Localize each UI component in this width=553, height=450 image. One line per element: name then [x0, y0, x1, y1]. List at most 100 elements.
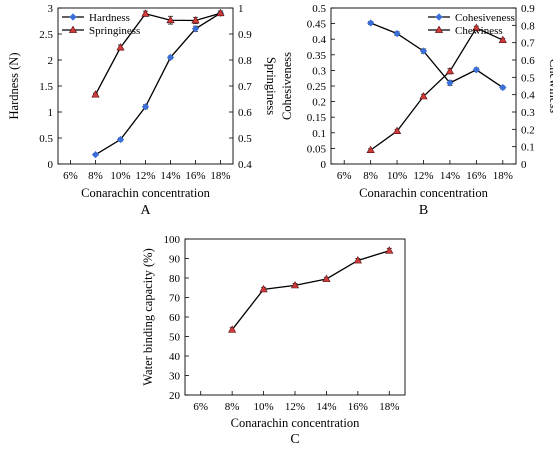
y-left-tick-label: 40	[169, 351, 181, 363]
data-point	[259, 284, 268, 293]
y-left-axis-label: Cohesiveness	[280, 52, 294, 120]
y-right-tick-label: 0.9	[238, 29, 252, 41]
plot-frame	[184, 238, 406, 396]
y-left-tick-label: 0.5	[312, 3, 326, 15]
y-left-tick-label: 0.5	[39, 133, 53, 145]
y-left-tick-label: 0.45	[307, 19, 327, 31]
data-point	[392, 126, 402, 134]
series-line	[231, 250, 390, 331]
legend-marker	[69, 13, 77, 21]
x-axis-label: Conarachin concentration	[231, 416, 361, 430]
x-tick-label: 10%	[110, 170, 130, 182]
panel-label: A	[140, 203, 151, 218]
x-tick-label: 16%	[348, 401, 368, 413]
chart-panel-a: 6% 8% 10% 12% 14% 16% 18% 0 0.5 1 1.5 2 2.5 3 Hardness…	[7, 3, 278, 218]
x-tick-label: 14%	[440, 170, 460, 182]
data-point	[393, 29, 401, 38]
y-right-tick-label: 0.8	[521, 20, 535, 32]
series-cohesiveness	[367, 19, 507, 92]
y-left-tick-label: 0.15	[307, 112, 327, 124]
series-wbc	[228, 246, 394, 333]
data-point	[166, 15, 175, 24]
y-left-tick-label: 0.4	[312, 34, 326, 46]
legend-marker	[434, 25, 444, 33]
y-left-axis-label: Water binding capacity (%)	[141, 248, 155, 385]
y-right-tick-label: 0	[521, 159, 527, 171]
y-right-tick-label: 0.6	[238, 107, 252, 119]
y-left-tick-label: 0.05	[307, 143, 327, 155]
y-left-tick-label: 2.5	[39, 29, 53, 41]
y-right-tick-label: 1	[238, 3, 244, 15]
y-left-tick-label: 20	[169, 390, 181, 402]
data-point	[228, 325, 237, 333]
x-tick-label: 14%	[316, 401, 336, 413]
x-tick-label: 10%	[253, 401, 273, 413]
data-point	[446, 79, 454, 87]
data-point	[499, 83, 507, 92]
x-axis-label: Conarachin concentration	[359, 186, 489, 200]
y-left-tick-label: 30	[169, 371, 181, 383]
y-left-tick-label: 0	[321, 159, 327, 171]
y-left-tick-label: 1	[48, 107, 54, 119]
data-point	[367, 19, 375, 27]
data-point	[445, 66, 455, 75]
data-point	[141, 103, 150, 111]
y-left-tick-label: 0.3	[312, 65, 326, 77]
y-left-tick-label: 70	[169, 293, 181, 305]
panel-label: C	[290, 432, 299, 447]
y-right-tick-label: 0.1	[521, 142, 535, 154]
data-point	[353, 256, 362, 264]
x-tick-label: 16%	[185, 170, 205, 182]
y-right-tick-label: 0.4	[238, 159, 252, 171]
y-right-tick-label: 0.3	[521, 107, 535, 119]
legend-marker	[68, 25, 78, 33]
data-point	[141, 9, 150, 17]
y-right-tick-label: 0.2	[521, 124, 535, 136]
legend-entry: Chewiness	[455, 25, 503, 37]
y-left-tick-label: 3	[48, 3, 54, 15]
y-right-tick-label: 0.9	[521, 3, 535, 15]
data-point	[419, 91, 428, 100]
series-chewiness	[366, 23, 507, 154]
y-left-tick-label: 90	[169, 254, 181, 266]
y-left-tick-label: 0.2	[312, 97, 326, 109]
data-point	[290, 280, 300, 289]
x-tick-label: 8%	[225, 401, 240, 413]
y-left-tick-label: 2	[48, 55, 54, 67]
data-point	[419, 47, 428, 55]
data-point	[116, 43, 125, 51]
x-tick-label: 18%	[493, 170, 513, 182]
x-tick-label: 12%	[135, 170, 155, 182]
data-point	[191, 16, 200, 24]
series-springiness	[91, 8, 225, 98]
chart-panel-b: 6% 8% 10% 12% 14% 16% 18% 0 0.05 0.1 0.15 0.2 0.25 0.…	[280, 3, 553, 218]
data-point	[472, 66, 480, 74]
y-right-tick-label: 0.7	[521, 38, 535, 50]
x-tick-label: 12%	[413, 170, 433, 182]
data-point	[166, 53, 175, 62]
y-right-tick-label: 0.4	[521, 90, 535, 102]
x-tick-label: 6%	[193, 401, 208, 413]
legend-entry: Cohesiveness	[455, 12, 515, 24]
x-tick-label: 12%	[285, 401, 305, 413]
y-left-tick-label: 0	[48, 159, 54, 171]
y-left-tick-label: 0.25	[307, 81, 327, 93]
y-right-tick-label: 0.8	[238, 55, 252, 67]
data-point	[322, 274, 331, 282]
y-left-tick-label: 80	[169, 273, 181, 285]
legend-entry: Springiness	[89, 25, 140, 37]
data-point	[91, 151, 100, 159]
series-line	[370, 27, 504, 151]
x-tick-label: 16%	[466, 170, 486, 182]
data-point	[191, 25, 200, 33]
panel-label: B	[419, 203, 428, 218]
y-left-axis-label: Hardness (N)	[7, 53, 21, 120]
x-tick-label: 18%	[210, 170, 230, 182]
y-right-tick-label: 0.5	[238, 133, 252, 145]
data-point	[385, 246, 394, 254]
series-line	[94, 12, 221, 95]
y-right-axis-label: Chewiness	[547, 59, 553, 113]
